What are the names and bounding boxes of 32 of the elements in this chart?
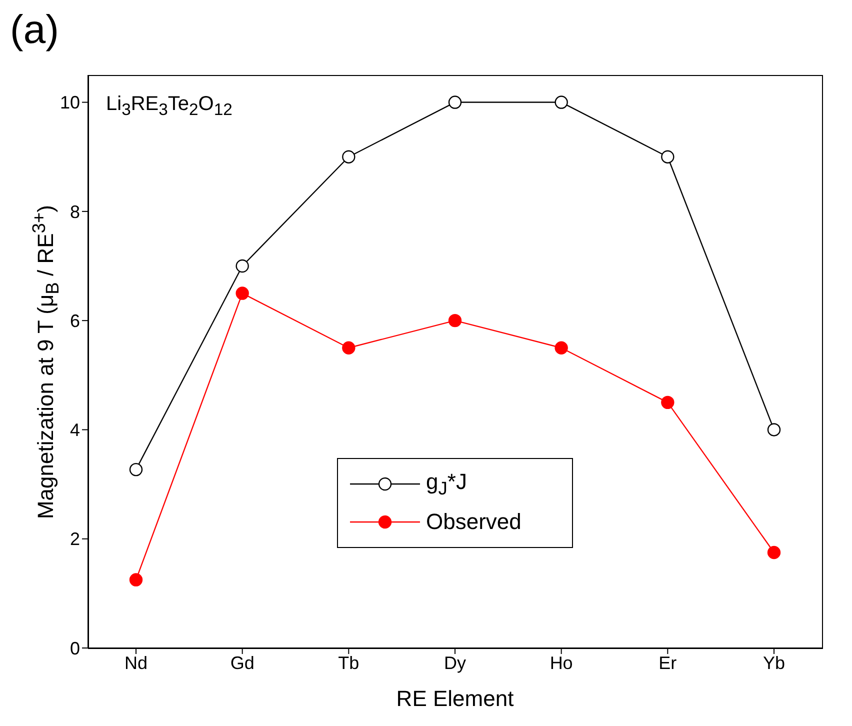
y-tick-label: 0 (70, 638, 80, 658)
point (342, 150, 356, 164)
point (767, 546, 781, 560)
point (661, 396, 674, 410)
y-tick-label: 2 (70, 529, 80, 550)
y-tick-label: 8 (70, 202, 80, 222)
legend-label: g$_{J}$*J (426, 468, 467, 498)
x-tick-label: Ho (550, 652, 573, 673)
x-axis-title: RE Element (396, 686, 514, 711)
point (767, 423, 781, 436)
x-tick-label: Er (658, 652, 677, 673)
point (448, 314, 462, 328)
chart-title: (a) (10, 8, 59, 52)
x-tick-label: Yb (762, 652, 786, 673)
x-tick-label: Nd (124, 652, 148, 673)
point (448, 96, 462, 109)
point (236, 286, 249, 300)
point (342, 341, 356, 354)
point (661, 150, 674, 164)
point (554, 341, 568, 354)
y-tick-label: 4 (70, 420, 80, 440)
x-tick-label: Dy (444, 652, 466, 673)
point (129, 462, 143, 476)
y-tick-label: 6 (70, 310, 80, 331)
x-tick-label: Tb (338, 652, 360, 673)
point (129, 573, 143, 586)
point (236, 259, 249, 273)
point (554, 96, 568, 109)
x-tick-label: Gd (230, 652, 254, 673)
legend-label: Observed (426, 509, 522, 534)
y-tick-label: 10 (60, 92, 80, 113)
annotation: Li$_{3}$RE$_{3}$Te$_{2}$O$_{12}$ (106, 93, 232, 119)
